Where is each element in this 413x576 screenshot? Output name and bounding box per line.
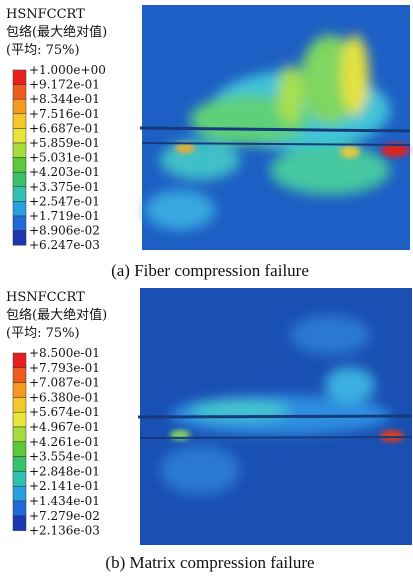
legend-header: (平均: 75%) — [6, 326, 80, 341]
legend-label: +8.500e-01 — [29, 346, 100, 360]
legend-label: +8.906e-02 — [29, 224, 100, 238]
color-swatch — [12, 352, 27, 369]
color-swatch — [12, 411, 27, 428]
legend-label: +7.279e-02 — [29, 509, 100, 523]
legend-label: +5.859e-01 — [29, 136, 100, 150]
color-swatch — [12, 382, 27, 398]
legend-label: +8.344e-01 — [29, 92, 100, 106]
legend-label: +1.434e-01 — [29, 494, 100, 508]
legend-label: +4.261e-01 — [29, 435, 100, 449]
legend-label: +7.516e-01 — [29, 107, 100, 121]
color-swatch — [12, 142, 27, 158]
legend-header: HSNFCCRT — [6, 290, 85, 305]
color-swatch — [12, 171, 27, 188]
legend-label: +2.136e-03 — [29, 524, 100, 538]
legend-label: +7.793e-01 — [29, 361, 100, 375]
legend-label: +3.554e-01 — [29, 450, 100, 464]
color-swatch — [12, 456, 27, 472]
legend-label: +6.247e-03 — [29, 238, 100, 252]
caption: (a) Fiber compression failure — [111, 261, 309, 280]
legend-label: +4.967e-01 — [29, 420, 100, 434]
legend-label: +1.719e-01 — [29, 209, 100, 223]
legend-label: +5.031e-01 — [29, 151, 100, 165]
color-swatch — [12, 113, 27, 129]
color-swatch — [12, 515, 27, 531]
legend-label: +2.141e-01 — [29, 479, 100, 493]
legend-label: +4.203e-01 — [29, 165, 100, 179]
legend-header: 包络(最大绝对值) — [6, 307, 107, 323]
legend-header: 包络(最大绝对值) — [6, 24, 107, 40]
color-swatch — [12, 69, 27, 85]
legend-label: +3.375e-01 — [29, 180, 100, 194]
caption: (b) Matrix compression failure — [105, 553, 314, 572]
color-swatch — [12, 201, 27, 217]
legend-label: +7.087e-01 — [29, 376, 100, 390]
color-swatch — [12, 84, 27, 100]
legend-label: +2.547e-01 — [29, 194, 100, 208]
legend-label: +1.000e+00 — [29, 63, 106, 77]
legend-label: +6.687e-01 — [29, 121, 100, 135]
contour-plot-b — [137, 288, 413, 545]
legend-header: HSNFCCRT — [6, 7, 85, 22]
contour-plot-a — [139, 5, 411, 250]
color-swatch — [12, 441, 27, 457]
color-swatch — [12, 397, 27, 413]
color-swatch — [12, 157, 27, 173]
legend-label: +5.674e-01 — [29, 405, 100, 419]
legend-label: +9.172e-01 — [29, 78, 100, 92]
legend-label: +2.848e-01 — [29, 464, 100, 478]
color-swatch — [12, 128, 27, 144]
color-swatch — [12, 426, 27, 443]
color-swatch — [12, 215, 27, 231]
color-swatch — [12, 186, 27, 202]
color-swatch — [12, 230, 27, 246]
color-swatch — [12, 471, 27, 487]
color-swatch — [12, 367, 27, 383]
color-swatch — [12, 98, 27, 115]
legend-label: +6.380e-01 — [29, 390, 100, 404]
color-swatch — [12, 500, 27, 517]
color-swatch — [12, 485, 27, 502]
legend-header: (平均: 75%) — [6, 43, 80, 58]
